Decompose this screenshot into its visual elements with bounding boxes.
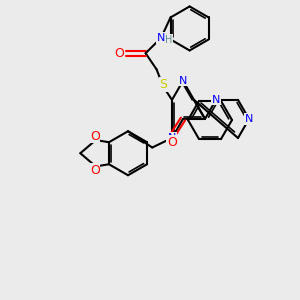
Text: N: N [245,114,253,124]
Text: O: O [167,136,177,148]
Text: N: N [157,33,165,43]
Text: N: N [168,133,176,143]
Text: N: N [212,95,220,105]
Text: N: N [179,76,187,86]
Text: O: O [90,164,100,177]
Text: O: O [114,47,124,60]
Text: O: O [90,130,100,142]
Text: H: H [165,35,173,45]
Text: S: S [159,78,167,91]
